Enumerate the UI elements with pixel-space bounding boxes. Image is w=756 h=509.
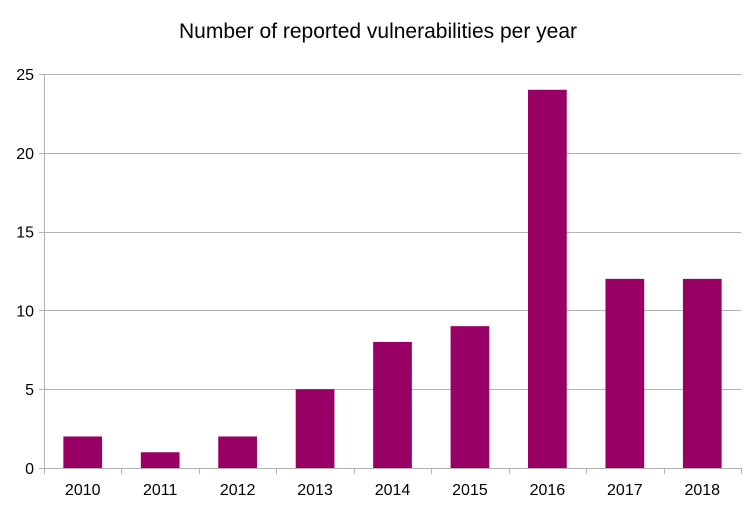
- bar-2017: [605, 278, 645, 468]
- bars: [63, 89, 722, 468]
- x-tick-label: 2010: [65, 482, 101, 499]
- x-tick-label: 2012: [220, 482, 256, 499]
- bar-2010: [63, 436, 103, 468]
- bar-2015: [450, 326, 490, 468]
- x-tick-labels: 2010 2011 2012 2013 2014 2015 2016 2017 2018: [65, 482, 720, 499]
- x-tick-label: 2011: [143, 482, 178, 499]
- bar-2013: [295, 389, 335, 468]
- y-tick-label: 20: [16, 146, 34, 163]
- x-tick-label: 2015: [452, 482, 488, 499]
- bar-2018: [682, 278, 722, 468]
- chart-title: Number of reported vulnerabilities per y…: [178, 20, 578, 43]
- y-tick-label: 0: [25, 461, 34, 478]
- y-tick-label: 5: [25, 382, 34, 399]
- x-tick-label: 2014: [375, 482, 411, 499]
- bar-2012: [218, 436, 257, 468]
- y-tick-label: 10: [16, 303, 34, 320]
- axes: [39, 74, 742, 474]
- y-tick-labels: 0 5 10 15 20 25: [16, 67, 34, 478]
- x-tick-label: 2018: [684, 482, 720, 499]
- bar-2011: [140, 452, 180, 468]
- x-tick-label: 2016: [530, 482, 566, 499]
- y-tick-label: 15: [16, 225, 34, 242]
- y-tick-label: 25: [16, 67, 34, 84]
- x-tick-label: 2017: [607, 482, 643, 499]
- bar-2016: [528, 89, 567, 468]
- x-tick-label: 2013: [297, 482, 333, 499]
- bar-2014: [373, 341, 412, 468]
